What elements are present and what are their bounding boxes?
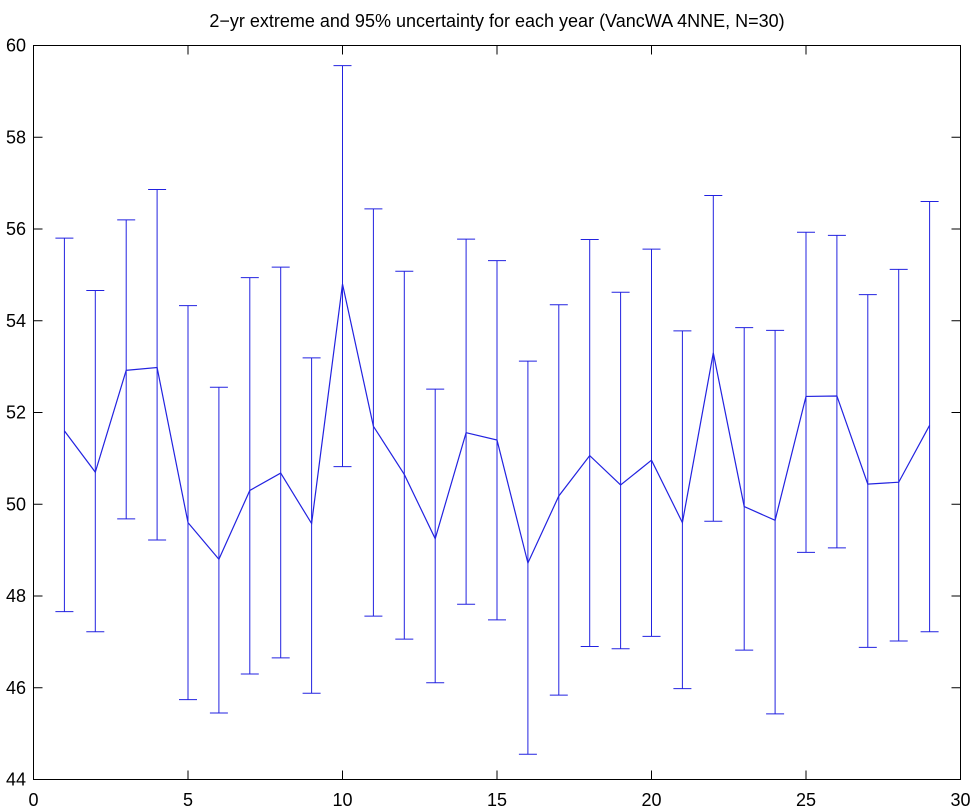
error-bar — [148, 189, 167, 541]
error-bar — [858, 294, 877, 648]
error-bar — [271, 266, 290, 659]
chart-title: 2−yr extreme and 95% uncertainty for eac… — [209, 11, 784, 31]
y-tick-label: 56 — [6, 219, 26, 239]
y-tick-label: 50 — [6, 494, 26, 514]
error-bar — [364, 208, 383, 617]
error-bar — [240, 277, 259, 675]
y-tick-label: 46 — [6, 678, 26, 698]
error-bar — [642, 248, 661, 637]
error-bar — [302, 357, 321, 694]
y-tick-label: 48 — [6, 586, 26, 606]
x-tick-label: 20 — [641, 790, 661, 806]
error-bar — [549, 304, 568, 696]
error-bar — [735, 327, 754, 651]
error-bar — [673, 330, 692, 690]
y-axis-ticks: 44 46 48 50 52 54 56 58 60 — [6, 36, 961, 790]
error-bar — [704, 195, 723, 522]
y-tick-label: 44 — [6, 770, 26, 790]
error-bar — [179, 305, 197, 701]
error-bar — [117, 219, 136, 520]
error-bar — [209, 386, 228, 714]
y-tick-label: 60 — [6, 36, 26, 56]
error-bar — [827, 234, 846, 549]
error-bar — [611, 291, 630, 650]
error-bar — [580, 239, 599, 647]
error-bar — [55, 237, 74, 613]
error-bar — [797, 231, 815, 553]
error-bar — [766, 329, 785, 715]
error-bar — [333, 65, 352, 468]
x-tick-label: 30 — [950, 790, 970, 806]
series-line — [63, 283, 931, 565]
error-bar — [395, 270, 414, 640]
error-bar — [518, 360, 537, 755]
x-tick-label: 0 — [28, 790, 38, 806]
chart-marks — [55, 65, 939, 755]
x-tick-label: 5 — [183, 790, 193, 806]
y-tick-label: 54 — [6, 311, 26, 331]
x-axis-ticks: 0 5 10 15 20 25 30 — [28, 45, 971, 806]
error-bar — [920, 200, 939, 633]
x-tick-label: 15 — [487, 790, 507, 806]
error-bar — [889, 268, 908, 642]
x-tick-label: 10 — [332, 790, 352, 806]
error-bar — [457, 238, 476, 605]
error-bar — [86, 289, 105, 633]
error-bar — [426, 388, 445, 684]
x-tick-label: 25 — [796, 790, 816, 806]
y-tick-label: 58 — [6, 127, 26, 147]
y-tick-label: 52 — [6, 403, 26, 423]
